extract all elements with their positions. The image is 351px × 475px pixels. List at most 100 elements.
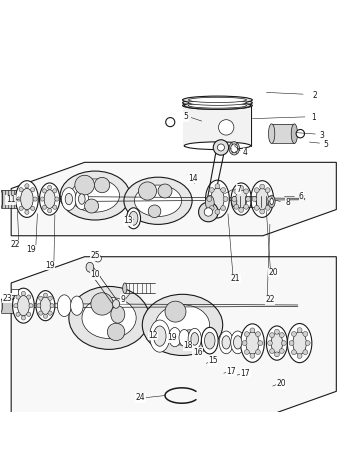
Circle shape	[16, 295, 20, 299]
Ellipse shape	[134, 185, 181, 217]
Circle shape	[25, 210, 29, 214]
Circle shape	[223, 197, 228, 201]
Circle shape	[213, 140, 229, 155]
Circle shape	[16, 197, 21, 201]
Ellipse shape	[155, 305, 210, 345]
Ellipse shape	[246, 332, 259, 354]
Ellipse shape	[232, 196, 237, 207]
Circle shape	[267, 341, 272, 345]
Text: 20: 20	[269, 268, 278, 277]
Ellipse shape	[291, 124, 298, 143]
Ellipse shape	[266, 326, 287, 360]
Text: 20: 20	[276, 379, 286, 388]
Circle shape	[303, 332, 308, 336]
Circle shape	[250, 353, 255, 358]
Ellipse shape	[251, 180, 273, 218]
Ellipse shape	[188, 328, 201, 350]
Circle shape	[148, 205, 161, 218]
Text: 21: 21	[231, 274, 240, 283]
Ellipse shape	[236, 190, 247, 209]
Ellipse shape	[271, 333, 283, 353]
Ellipse shape	[256, 189, 269, 209]
Circle shape	[282, 341, 286, 345]
Circle shape	[256, 350, 260, 354]
Circle shape	[31, 206, 35, 210]
Circle shape	[19, 188, 23, 192]
Circle shape	[279, 332, 284, 338]
Ellipse shape	[205, 332, 215, 349]
Circle shape	[207, 197, 212, 201]
Ellipse shape	[40, 297, 51, 314]
Circle shape	[250, 328, 255, 333]
Circle shape	[91, 293, 113, 315]
Circle shape	[254, 188, 259, 193]
Circle shape	[31, 188, 35, 192]
Ellipse shape	[211, 188, 224, 210]
Text: 12: 12	[148, 331, 158, 340]
Text: 14: 14	[188, 173, 198, 182]
Circle shape	[265, 188, 270, 193]
Circle shape	[25, 184, 29, 188]
Circle shape	[260, 184, 265, 189]
Ellipse shape	[82, 297, 136, 339]
Circle shape	[267, 197, 272, 201]
Circle shape	[244, 332, 249, 337]
Text: 4: 4	[243, 148, 248, 157]
Ellipse shape	[15, 180, 38, 218]
Bar	[1, 299, 18, 313]
Ellipse shape	[179, 330, 190, 346]
Text: 1: 1	[311, 114, 316, 123]
Ellipse shape	[206, 180, 229, 218]
Text: 19: 19	[45, 261, 54, 270]
Circle shape	[21, 316, 26, 320]
Circle shape	[14, 304, 18, 308]
Text: 5: 5	[323, 140, 328, 149]
Ellipse shape	[219, 331, 233, 354]
Circle shape	[42, 205, 47, 209]
Ellipse shape	[183, 102, 252, 109]
Circle shape	[29, 304, 33, 308]
Bar	[11, 289, 18, 295]
Text: 18: 18	[183, 342, 192, 351]
Ellipse shape	[71, 179, 120, 212]
Ellipse shape	[240, 324, 264, 362]
Circle shape	[242, 341, 247, 345]
Ellipse shape	[13, 288, 34, 323]
Circle shape	[94, 255, 101, 262]
Circle shape	[37, 304, 41, 308]
Circle shape	[270, 349, 274, 353]
Circle shape	[43, 293, 47, 297]
Circle shape	[305, 341, 310, 345]
Circle shape	[254, 205, 259, 210]
Circle shape	[209, 206, 214, 210]
Ellipse shape	[231, 331, 245, 354]
Text: 13: 13	[124, 216, 133, 225]
Ellipse shape	[21, 189, 33, 209]
Circle shape	[234, 189, 239, 194]
Circle shape	[75, 175, 94, 195]
Text: 19: 19	[27, 245, 36, 254]
Ellipse shape	[184, 142, 251, 150]
Circle shape	[246, 197, 251, 201]
Polygon shape	[11, 256, 336, 418]
Circle shape	[53, 205, 57, 209]
Ellipse shape	[69, 286, 149, 350]
Text: 2: 2	[313, 91, 318, 100]
Circle shape	[48, 296, 52, 300]
Ellipse shape	[44, 190, 55, 209]
Ellipse shape	[169, 328, 181, 347]
Ellipse shape	[86, 262, 94, 272]
Ellipse shape	[142, 294, 223, 355]
Circle shape	[297, 328, 302, 332]
Circle shape	[234, 204, 239, 209]
Ellipse shape	[270, 199, 273, 205]
Text: 25: 25	[90, 251, 100, 260]
Ellipse shape	[184, 102, 251, 109]
Circle shape	[260, 209, 265, 214]
Text: 17: 17	[240, 369, 250, 378]
Ellipse shape	[79, 194, 85, 204]
Ellipse shape	[188, 100, 246, 105]
Circle shape	[165, 301, 186, 322]
Circle shape	[16, 312, 20, 316]
Ellipse shape	[71, 296, 83, 315]
